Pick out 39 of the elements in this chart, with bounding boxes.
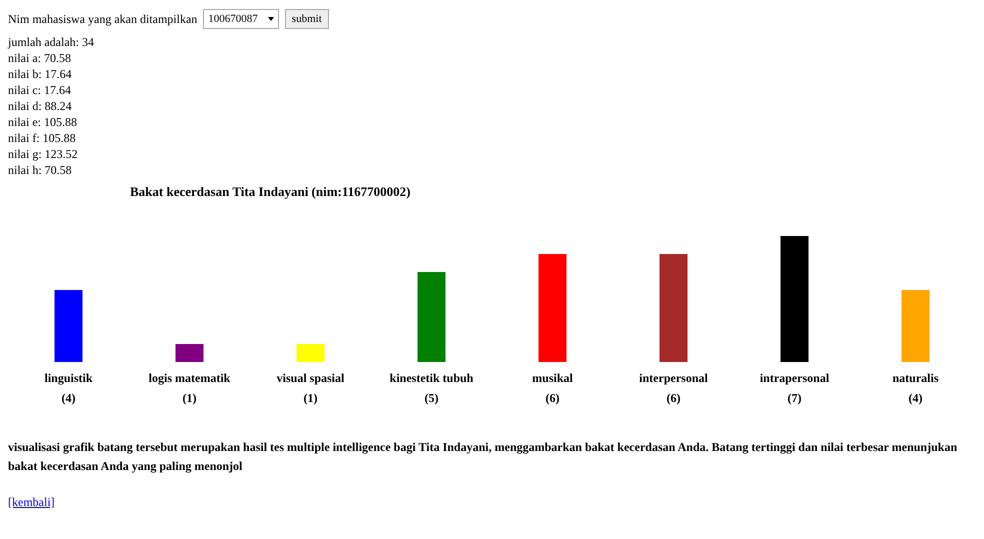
data-label: (4) bbox=[62, 391, 76, 405]
text: nilai d: 88.24 bbox=[8, 98, 73, 114]
x-tick-label: interpersonal bbox=[639, 371, 708, 385]
bar bbox=[780, 236, 808, 362]
bar bbox=[538, 254, 566, 362]
data-label: (5) bbox=[424, 391, 438, 405]
bar bbox=[902, 290, 930, 362]
x-tick-label: linguistik bbox=[44, 371, 93, 385]
x-tick-label: intrapersonal bbox=[760, 371, 830, 385]
text: nilai b: 17.64 bbox=[8, 66, 73, 82]
bar bbox=[660, 254, 688, 362]
dropdown-field: 100670087 bbox=[203, 9, 279, 29]
text: nilai h: 70.58 bbox=[8, 162, 73, 178]
data-label: (1) bbox=[182, 391, 196, 405]
text: nilai c: 17.64 bbox=[8, 82, 72, 98]
button: submit bbox=[284, 9, 329, 29]
text: [kembali] bbox=[8, 494, 56, 510]
x-tick-label: kinestetik tubuh bbox=[390, 371, 474, 385]
data-label: (7) bbox=[788, 391, 802, 405]
bar bbox=[176, 344, 204, 362]
data-label: (6) bbox=[546, 391, 560, 405]
x-tick-label: naturalis bbox=[892, 371, 939, 385]
x-tick-label: musikal bbox=[532, 371, 574, 385]
text: nilai f: 105.88 bbox=[8, 130, 77, 146]
text: jumlah adalah: 34 bbox=[8, 34, 95, 50]
text: nilai a: 70.58 bbox=[8, 50, 72, 66]
bar bbox=[418, 272, 446, 362]
data-label: (4) bbox=[908, 391, 922, 405]
text: Nim mahasiswa yang akan ditampilkan bbox=[8, 11, 198, 27]
bar bbox=[54, 290, 82, 362]
text: visualisasi grafik batang tersebut merupakan hasil tes multiple intelligence bagi Tita Indayani, menggambarkan bakat kecerdasan Anda. Batang tertinggi dan nilai terbesar menunjukan bakat kecerdasan Anda yang paling menonjol bbox=[8, 439, 958, 475]
bar bbox=[296, 344, 324, 362]
text: nilai g: 123.52 bbox=[8, 146, 79, 162]
text: nilai e: 105.88 bbox=[8, 114, 78, 130]
x-tick-label: visual spasial bbox=[276, 371, 346, 385]
data-label: (6) bbox=[666, 391, 680, 405]
chart-title: Bakat kecerdasan Tita Indayani (nim:1167700002) bbox=[130, 184, 411, 199]
x-tick-label: logis matematik bbox=[148, 371, 231, 385]
data-label: (1) bbox=[304, 391, 318, 405]
